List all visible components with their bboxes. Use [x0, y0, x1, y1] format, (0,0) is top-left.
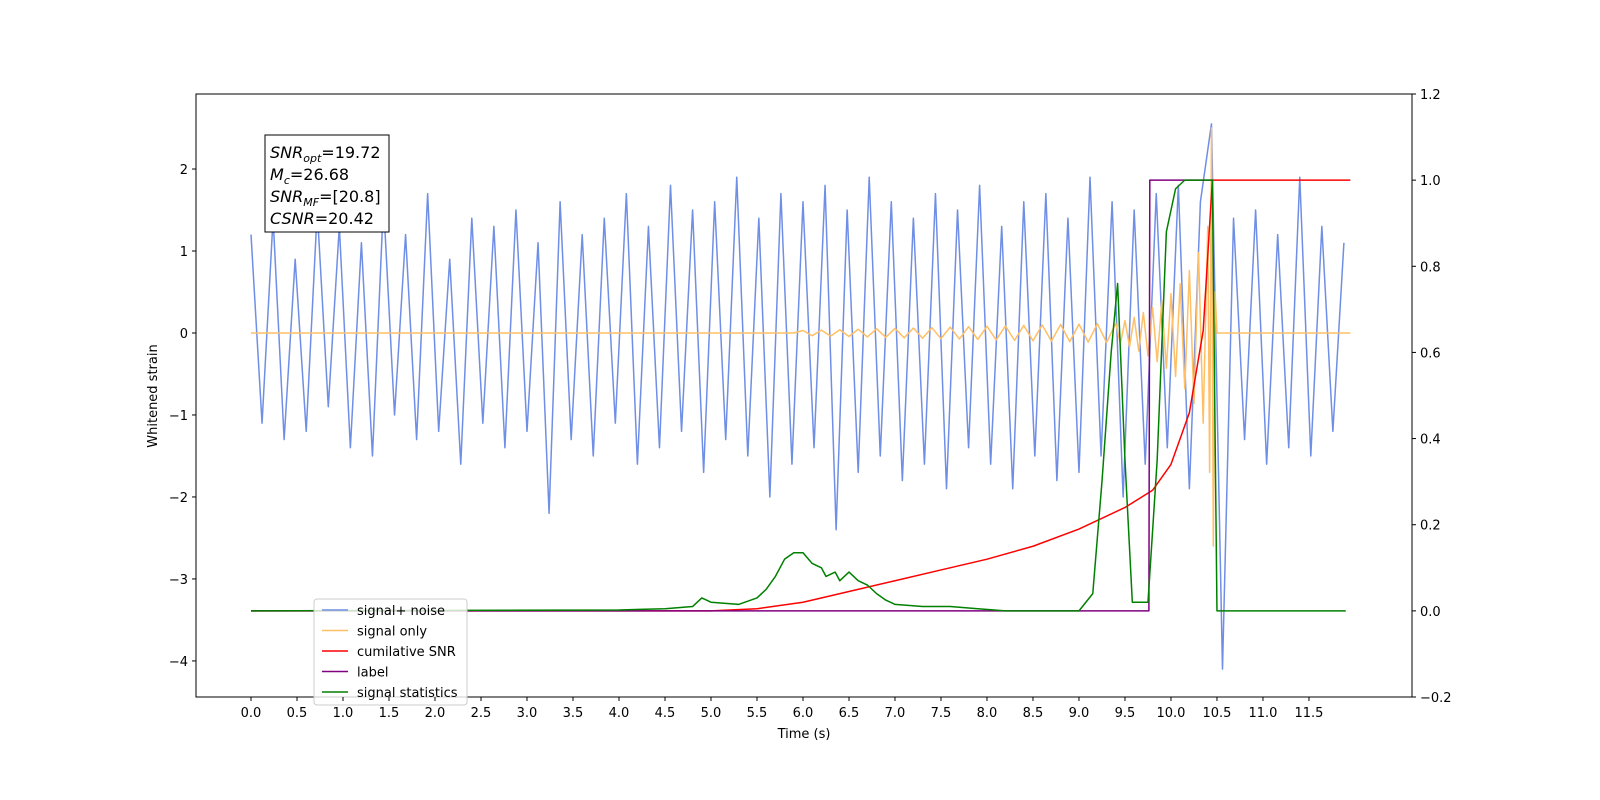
legend-label: signal statistics [357, 686, 458, 701]
x-tick-label: 3.5 [563, 706, 584, 721]
annotation-text: CSNR=20.42 [270, 209, 374, 228]
series-line [250, 123, 1345, 670]
y2-tick-label: 0.4 [1420, 433, 1441, 448]
x-tick-label: 3.0 [517, 706, 538, 721]
legend-label: signal+ noise [357, 604, 445, 619]
x-tick-label: 10.5 [1202, 706, 1231, 721]
series-line [251, 179, 1213, 612]
x-tick-label: 8.0 [977, 706, 998, 721]
series-line [251, 179, 1351, 612]
legend-label: signal only [357, 625, 427, 640]
annotation-box: SNRopt=19.72Mc=26.68SNRMF=[20.8]CSNR=20.… [264, 134, 390, 233]
x-tick-label: 1.0 [333, 706, 354, 721]
series-line [251, 179, 1346, 612]
x-tick-label: 8.5 [1023, 706, 1044, 721]
y2-tick-label: −0.2 [1420, 691, 1452, 706]
annotation-subscript: c [284, 174, 290, 187]
annotation-symbol: CSNR [270, 209, 315, 228]
series-line [251, 127, 1351, 547]
annotation-symbol: SNR [270, 143, 303, 162]
y2-tick-label: 0.2 [1420, 519, 1441, 534]
legend-frame [313, 598, 468, 706]
annotation-value: =20.42 [315, 209, 374, 228]
y-tick-label: −3 [169, 573, 188, 588]
legend: signal+ noise signal only cumilative SNR la… [313, 598, 468, 706]
y-tick-label: −2 [169, 491, 188, 506]
annotation-value: =19.72 [321, 143, 380, 162]
annotation-subscript: opt [303, 152, 322, 165]
legend-label: label [357, 666, 388, 681]
annotation-symbol: SNR [270, 187, 303, 206]
annotation-text: SNRopt=19.72 [270, 143, 381, 165]
x-tick-label: 5.5 [747, 706, 768, 721]
x-tick-label: 7.5 [931, 706, 952, 721]
x-tick-label: 10.0 [1156, 706, 1185, 721]
y-tick-label: 0 [180, 327, 188, 342]
plot-area [250, 123, 1351, 670]
x-axis-label: Time (s) [777, 727, 831, 742]
y2-tick-label: 0.0 [1420, 605, 1441, 620]
annotation-text: Mc=26.68 [270, 165, 349, 187]
x-tick-label: 0.0 [241, 706, 262, 721]
x-tick-label: 9.5 [1115, 706, 1136, 721]
annotation-symbol: M [270, 165, 284, 184]
annotation-text: SNRMF=[20.8] [270, 187, 381, 209]
y2-tick-label: 0.8 [1420, 260, 1441, 275]
x-tick-label: 6.5 [839, 706, 860, 721]
x-tick-label: 9.0 [1069, 706, 1090, 721]
x-tick-label: 4.5 [655, 706, 676, 721]
legend-label: cumilative SNR [357, 645, 456, 660]
y2-tick-label: 1.0 [1420, 174, 1441, 189]
axes-frame [195, 93, 1413, 698]
x-tick-label: 1.5 [379, 706, 400, 721]
y-axis-label: Whitened strain [146, 344, 161, 447]
y2-tick-label: 0.6 [1420, 346, 1441, 361]
x-tick-label: 6.0 [793, 706, 814, 721]
x-tick-label: 4.0 [609, 706, 630, 721]
x-tick-label: 0.5 [287, 706, 308, 721]
y-tick-label: 1 [180, 245, 188, 260]
annotation-frame [264, 134, 390, 233]
y2-tick-label: 1.2 [1420, 88, 1441, 103]
x-tick-label: 11.5 [1294, 706, 1323, 721]
x-tick-label: 2.0 [425, 706, 446, 721]
annotation-value: =[20.8] [319, 187, 381, 206]
annotation-subscript: MF [303, 196, 319, 209]
x-tick-label: 11.0 [1248, 706, 1277, 721]
x-tick-label: 7.0 [885, 706, 906, 721]
x-tick-label: 2.5 [471, 706, 492, 721]
annotation-value: =26.68 [290, 165, 349, 184]
y-tick-label: −1 [169, 409, 188, 424]
x-tick-label: 5.0 [701, 706, 722, 721]
y-tick-label: 2 [180, 163, 188, 178]
y-tick-label: −4 [169, 655, 188, 670]
